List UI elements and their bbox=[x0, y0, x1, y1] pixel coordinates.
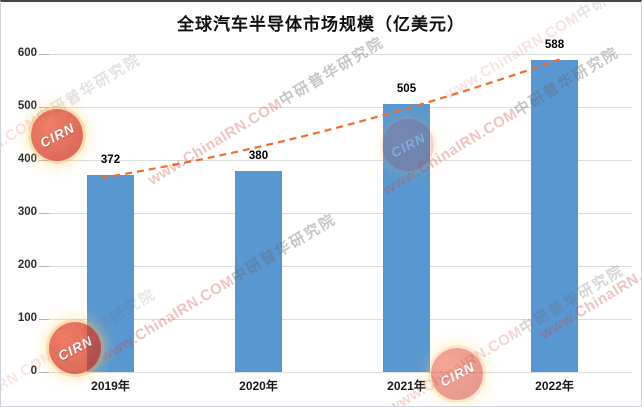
bar-value-label: 380 bbox=[248, 149, 269, 162]
chart-title: 全球汽车半导体市场规模（亿美元） bbox=[177, 15, 465, 34]
y-tick-label: 200 bbox=[17, 259, 37, 271]
y-tick-mark bbox=[39, 372, 49, 373]
cirn-logo-stamp: CIRN bbox=[31, 109, 83, 161]
bar-value-label: 372 bbox=[100, 153, 121, 166]
y-tick-label: 100 bbox=[17, 312, 37, 324]
y-gridline bbox=[49, 266, 632, 267]
y-gridline bbox=[49, 54, 632, 55]
y-tick-mark bbox=[39, 266, 49, 267]
y-tick-mark bbox=[39, 160, 49, 161]
watermark-cn: 中研普华研究院 bbox=[276, 33, 388, 110]
y-tick-label: 400 bbox=[17, 153, 37, 165]
watermark-url: www.ChinaIRN.COM bbox=[0, 347, 58, 407]
cirn-logo-text: CIRN bbox=[37, 119, 77, 151]
bar bbox=[383, 104, 430, 372]
x-tick-label: 2021年 bbox=[387, 379, 426, 393]
y-tick-mark bbox=[39, 54, 49, 55]
watermark-cn: 中研普华研究院 bbox=[33, 50, 145, 127]
y-tick-mark bbox=[39, 213, 49, 214]
bar bbox=[531, 60, 578, 372]
bar bbox=[87, 174, 134, 372]
y-tick-label: 0 bbox=[30, 365, 37, 377]
y-tick-label: 600 bbox=[17, 47, 37, 59]
x-tick-label: 2022年 bbox=[535, 379, 574, 393]
y-gridline bbox=[49, 319, 632, 320]
y-tick-mark bbox=[39, 107, 49, 108]
y-tick-label: 500 bbox=[17, 100, 37, 112]
bar bbox=[235, 170, 282, 372]
y-gridline bbox=[49, 213, 632, 214]
y-gridline bbox=[49, 372, 632, 373]
bar-value-label: 588 bbox=[544, 39, 565, 52]
x-tick-label: 2019年 bbox=[91, 379, 130, 393]
bar-value-label: 505 bbox=[396, 83, 417, 96]
y-tick-label: 300 bbox=[17, 206, 37, 218]
y-tick-mark bbox=[39, 319, 49, 320]
x-tick-label: 2020年 bbox=[239, 379, 278, 393]
